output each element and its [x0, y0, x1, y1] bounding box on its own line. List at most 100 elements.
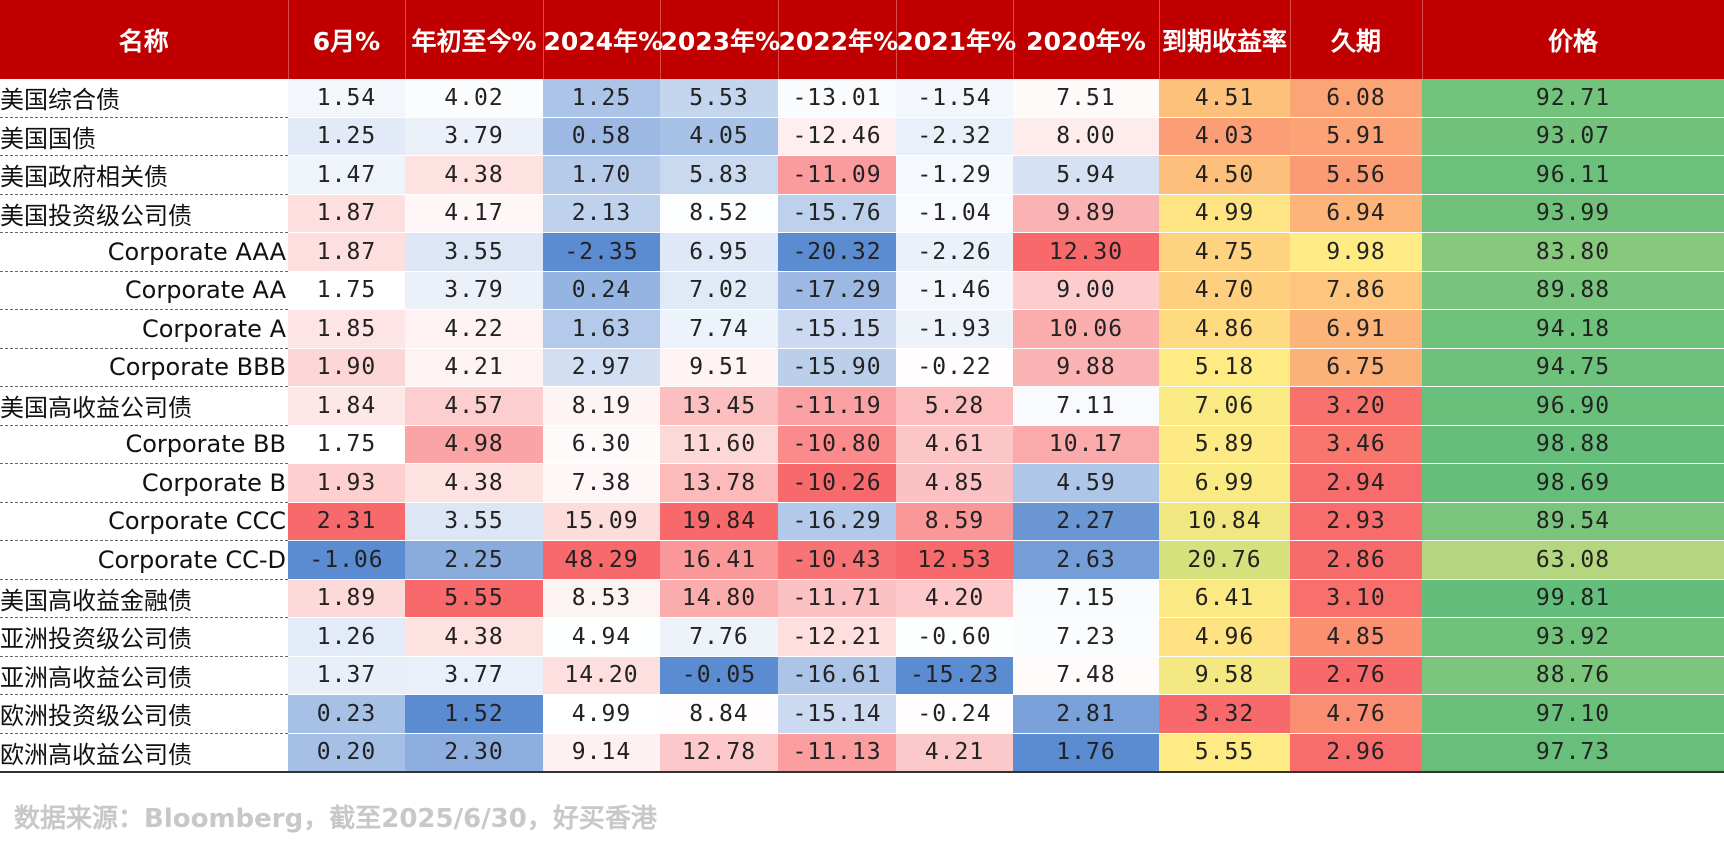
value-cell: 7.15 — [1013, 579, 1159, 618]
value-cell: 6.75 — [1290, 348, 1422, 387]
value-cell: -12.21 — [778, 617, 896, 657]
value-cell: 93.07 — [1422, 117, 1724, 156]
value-cell: -1.29 — [896, 155, 1013, 195]
value-cell: 1.90 — [288, 348, 405, 387]
value-cell: 1.26 — [288, 617, 405, 657]
value-cell: 7.51 — [1013, 79, 1159, 118]
column-header: 年初至今% — [405, 0, 544, 79]
value-cell: 1.75 — [288, 425, 405, 464]
table-row: Corporate BB 1.75 4.98 6.30 11.60 -10.80 4.61 1… — [0, 425, 1724, 464]
value-cell: 2.81 — [1013, 694, 1159, 734]
value-cell: -0.24 — [896, 694, 1013, 734]
value-cell: 2.96 — [1290, 733, 1422, 773]
value-cell: 6.30 — [543, 425, 660, 464]
value-cell: 1.52 — [405, 694, 543, 734]
value-cell: 4.75 — [1159, 232, 1290, 272]
value-cell: 4.57 — [405, 386, 543, 426]
value-cell: 1.25 — [543, 79, 660, 118]
row-name: 美国投资级公司债 — [0, 194, 288, 233]
value-cell: 7.02 — [660, 271, 778, 310]
value-cell: -12.46 — [778, 117, 896, 156]
value-cell: 63.08 — [1422, 540, 1724, 580]
value-cell: -15.14 — [778, 694, 896, 734]
value-cell: 4.98 — [405, 425, 543, 464]
value-cell: 14.80 — [660, 579, 778, 618]
value-cell: 4.38 — [405, 155, 543, 195]
value-cell: -1.04 — [896, 194, 1013, 233]
value-cell: 1.75 — [288, 271, 405, 310]
value-cell: -1.54 — [896, 79, 1013, 118]
row-name: Corporate AA — [0, 271, 288, 310]
table-row: Corporate AAA 1.87 3.55 -2.35 6.95 -20.32 -2.2… — [0, 232, 1724, 272]
value-cell: -16.61 — [778, 656, 896, 695]
row-name: 美国综合债 — [0, 79, 288, 118]
value-cell: -15.76 — [778, 194, 896, 233]
table-row: 美国高收益公司债 1.84 4.57 8.19 13.45 -11.19 5.28 7.11 7… — [0, 386, 1724, 426]
value-cell: -2.32 — [896, 117, 1013, 156]
value-cell: 6.94 — [1290, 194, 1422, 233]
value-cell: 5.94 — [1013, 155, 1159, 195]
column-header: 2024年% — [543, 0, 663, 79]
table-row: Corporate BBB 1.90 4.21 2.97 9.51 -15.90 -0.22… — [0, 348, 1724, 387]
value-cell: 3.10 — [1290, 579, 1422, 618]
table-row: Corporate B 1.93 4.38 7.38 13.78 -10.26 4.85 4.… — [0, 463, 1724, 503]
value-cell: 0.20 — [288, 733, 405, 773]
value-cell: 89.54 — [1422, 502, 1724, 541]
row-name: Corporate BBB — [0, 348, 288, 387]
value-cell: 96.90 — [1422, 386, 1724, 426]
value-cell: 7.11 — [1013, 386, 1159, 426]
value-cell: 3.79 — [405, 117, 543, 156]
value-cell: 3.55 — [405, 232, 543, 272]
table-row: 欧洲投资级公司债 0.23 1.52 4.99 8.84 -15.14 -0.24 2.81 3… — [0, 694, 1724, 734]
value-cell: 4.94 — [543, 617, 660, 657]
value-cell: 1.89 — [288, 579, 405, 618]
value-cell: 4.21 — [405, 348, 543, 387]
value-cell: 19.84 — [660, 502, 778, 541]
value-cell: 8.59 — [896, 502, 1013, 541]
value-cell: 98.69 — [1422, 463, 1724, 503]
value-cell: 15.09 — [543, 502, 660, 541]
row-name: 亚洲高收益公司债 — [0, 656, 288, 695]
value-cell: 96.11 — [1422, 155, 1724, 195]
row-name: Corporate A — [0, 309, 288, 349]
table-row: 美国投资级公司债 1.87 4.17 2.13 8.52 -15.76 -1.04 9.89 4… — [0, 194, 1724, 233]
value-cell: 1.76 — [1013, 733, 1159, 773]
value-cell: 10.17 — [1013, 425, 1159, 464]
table-row: 亚洲投资级公司债 1.26 4.38 4.94 7.76 -12.21 -0.60 7.23 4… — [0, 617, 1724, 657]
row-name: 美国高收益公司债 — [0, 386, 288, 426]
value-cell: 4.76 — [1290, 694, 1422, 734]
value-cell: 4.21 — [896, 733, 1013, 773]
value-cell: 9.98 — [1290, 232, 1422, 272]
value-cell: -1.06 — [288, 540, 405, 580]
value-cell: 7.06 — [1159, 386, 1290, 426]
value-cell: 1.54 — [288, 79, 405, 118]
value-cell: 9.58 — [1159, 656, 1290, 695]
value-cell: 6.95 — [660, 232, 778, 272]
value-cell: 99.81 — [1422, 579, 1724, 618]
value-cell: 1.47 — [288, 155, 405, 195]
value-cell: 12.30 — [1013, 232, 1159, 272]
column-header: 2021年% — [896, 0, 1016, 79]
value-cell: 5.28 — [896, 386, 1013, 426]
value-cell: 0.58 — [543, 117, 660, 156]
value-cell: -0.22 — [896, 348, 1013, 387]
value-cell: -11.71 — [778, 579, 896, 618]
value-cell: -2.35 — [543, 232, 660, 272]
value-cell: 1.87 — [288, 232, 405, 272]
row-name: 美国政府相关债 — [0, 155, 288, 195]
value-cell: 9.89 — [1013, 194, 1159, 233]
table-row: 美国国债 1.25 3.79 0.58 4.05 -12.46 -2.32 8.00 4.03 5… — [0, 117, 1724, 156]
column-header: 6月% — [288, 0, 406, 79]
value-cell: 5.53 — [660, 79, 778, 118]
value-cell: 2.31 — [288, 502, 405, 541]
value-cell: 4.17 — [405, 194, 543, 233]
value-cell: 4.99 — [1159, 194, 1290, 233]
value-cell: 1.63 — [543, 309, 660, 349]
value-cell: 5.89 — [1159, 425, 1290, 464]
value-cell: -11.09 — [778, 155, 896, 195]
row-name: Corporate B — [0, 463, 288, 503]
table-row: 亚洲高收益公司债 1.37 3.77 14.20 -0.05 -16.61 -15.23 7.… — [0, 656, 1724, 695]
value-cell: -0.60 — [896, 617, 1013, 657]
table-row: Corporate CC-D -1.06 2.25 48.29 16.41 -10.43 1… — [0, 540, 1724, 580]
value-cell: 88.76 — [1422, 656, 1724, 695]
